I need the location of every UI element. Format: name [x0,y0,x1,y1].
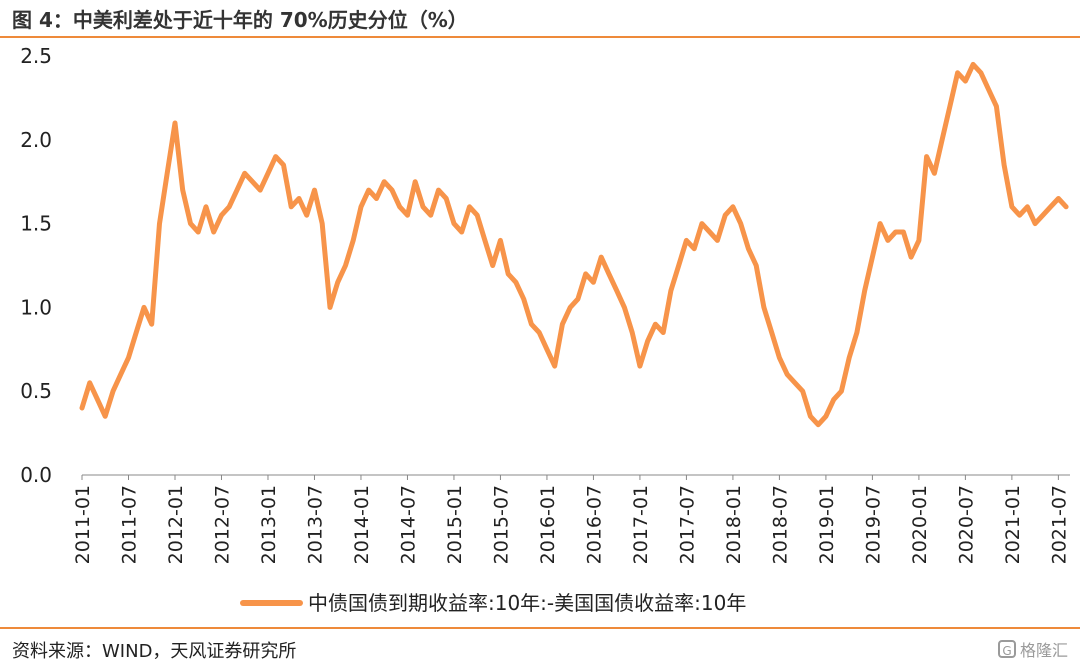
x-tick-label: 2013-01 [258,485,280,564]
legend-label: 中债国债到期收益率:10年:-美国国债收益率:10年 [308,591,746,615]
x-tick-label: 2016-07 [583,485,605,564]
line-chart: 0.0 0.5 1.0 1.5 2.0 2.5 2011-01 2011-07 2012-01… [20,44,1070,615]
x-axis: 2011-01 2011-07 2012-01 2012-07 2013-01 2013-… [72,474,1070,564]
y-tick-label: 1.0 [20,295,52,319]
x-tick-label: 2017-07 [676,485,698,564]
x-tick-label: 2013-07 [304,485,326,564]
y-tick-label: 0.5 [20,379,52,403]
y-tick-label: 1.5 [20,212,52,236]
x-tick-label: 2015-07 [490,485,512,564]
chart-title: 图 4：中美利差处于近十年的 70%历史分位（%） [12,8,468,32]
x-tick-label: 2021-01 [1002,485,1024,564]
header-rule [0,36,1080,38]
x-tick-label: 2019-01 [816,485,838,564]
x-tick-label: 2014-01 [351,485,373,564]
plot-area [79,61,1069,428]
watermark-text: 格隆汇 [1019,641,1068,660]
y-tick-label: 2.0 [20,128,52,152]
x-tick-label: 2019-07 [862,485,884,564]
y-tick-label: 0.0 [20,463,52,487]
x-tick-label: 2018-01 [723,485,745,564]
x-tick-label: 2011-01 [72,485,94,564]
y-axis: 0.0 0.5 1.0 1.5 2.0 2.5 [20,44,52,487]
legend: 中债国债到期收益率:10年:-美国国债收益率:10年 [240,591,746,615]
source-note: 资料来源：WIND，天风证券研究所 [12,641,297,662]
x-tick-label: 2020-07 [955,485,977,564]
x-tick-label: 2014-07 [397,485,419,564]
x-tick-label: 2016-01 [537,485,559,564]
x-tick-label: 2012-01 [165,485,187,564]
watermark: G 格隆汇 [997,637,1068,661]
x-tick-label: 2012-07 [211,485,233,564]
x-tick-label: 2011-07 [118,485,140,564]
footer-rule [0,627,1080,629]
x-tick-label: 2018-07 [769,485,791,564]
watermark-logo-icon: G [997,640,1016,658]
x-tick-label: 2017-01 [630,485,652,564]
series-line [79,61,1069,428]
x-tick-label: 2020-01 [909,485,931,564]
y-tick-label: 2.5 [20,44,52,68]
x-tick-label: 2021-07 [1048,485,1070,564]
x-tick-label: 2015-01 [444,485,466,564]
